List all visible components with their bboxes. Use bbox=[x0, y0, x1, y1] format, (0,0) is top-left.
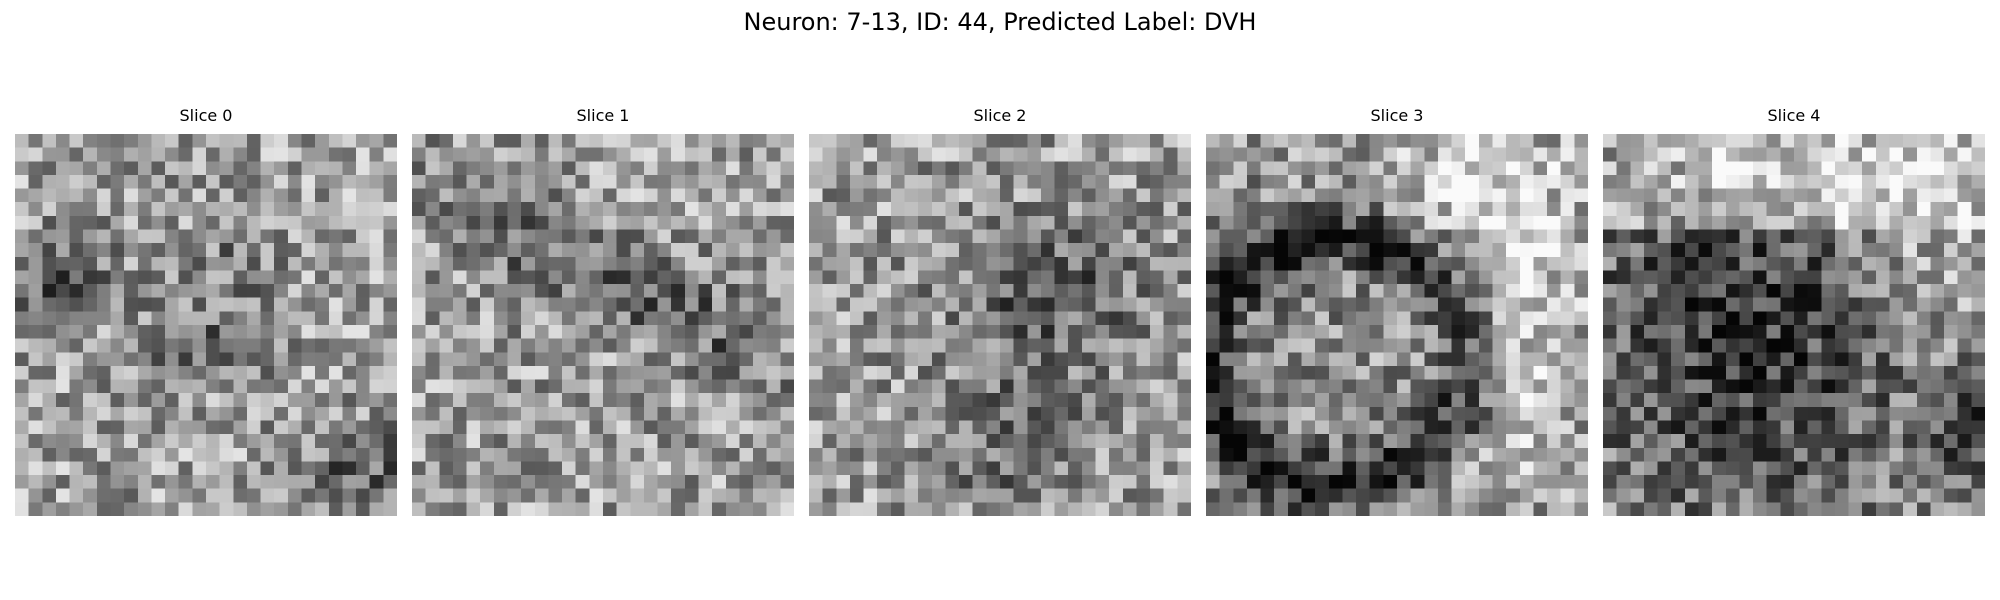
slice-image-3 bbox=[1206, 134, 1588, 516]
slice-image-1 bbox=[412, 134, 794, 516]
slice-image-4 bbox=[1603, 134, 1985, 516]
slice-title-3: Slice 3 bbox=[1370, 106, 1424, 125]
slice-image-2 bbox=[809, 134, 1191, 516]
slice-title-1: Slice 1 bbox=[576, 106, 630, 125]
slice-title-4: Slice 4 bbox=[1767, 106, 1821, 125]
slice-image-0 bbox=[15, 134, 397, 516]
figure-suptitle: Neuron: 7-13, ID: 44, Predicted Label: D… bbox=[743, 8, 1257, 36]
slice-title-0: Slice 0 bbox=[179, 106, 233, 125]
slice-title-2: Slice 2 bbox=[973, 106, 1027, 125]
